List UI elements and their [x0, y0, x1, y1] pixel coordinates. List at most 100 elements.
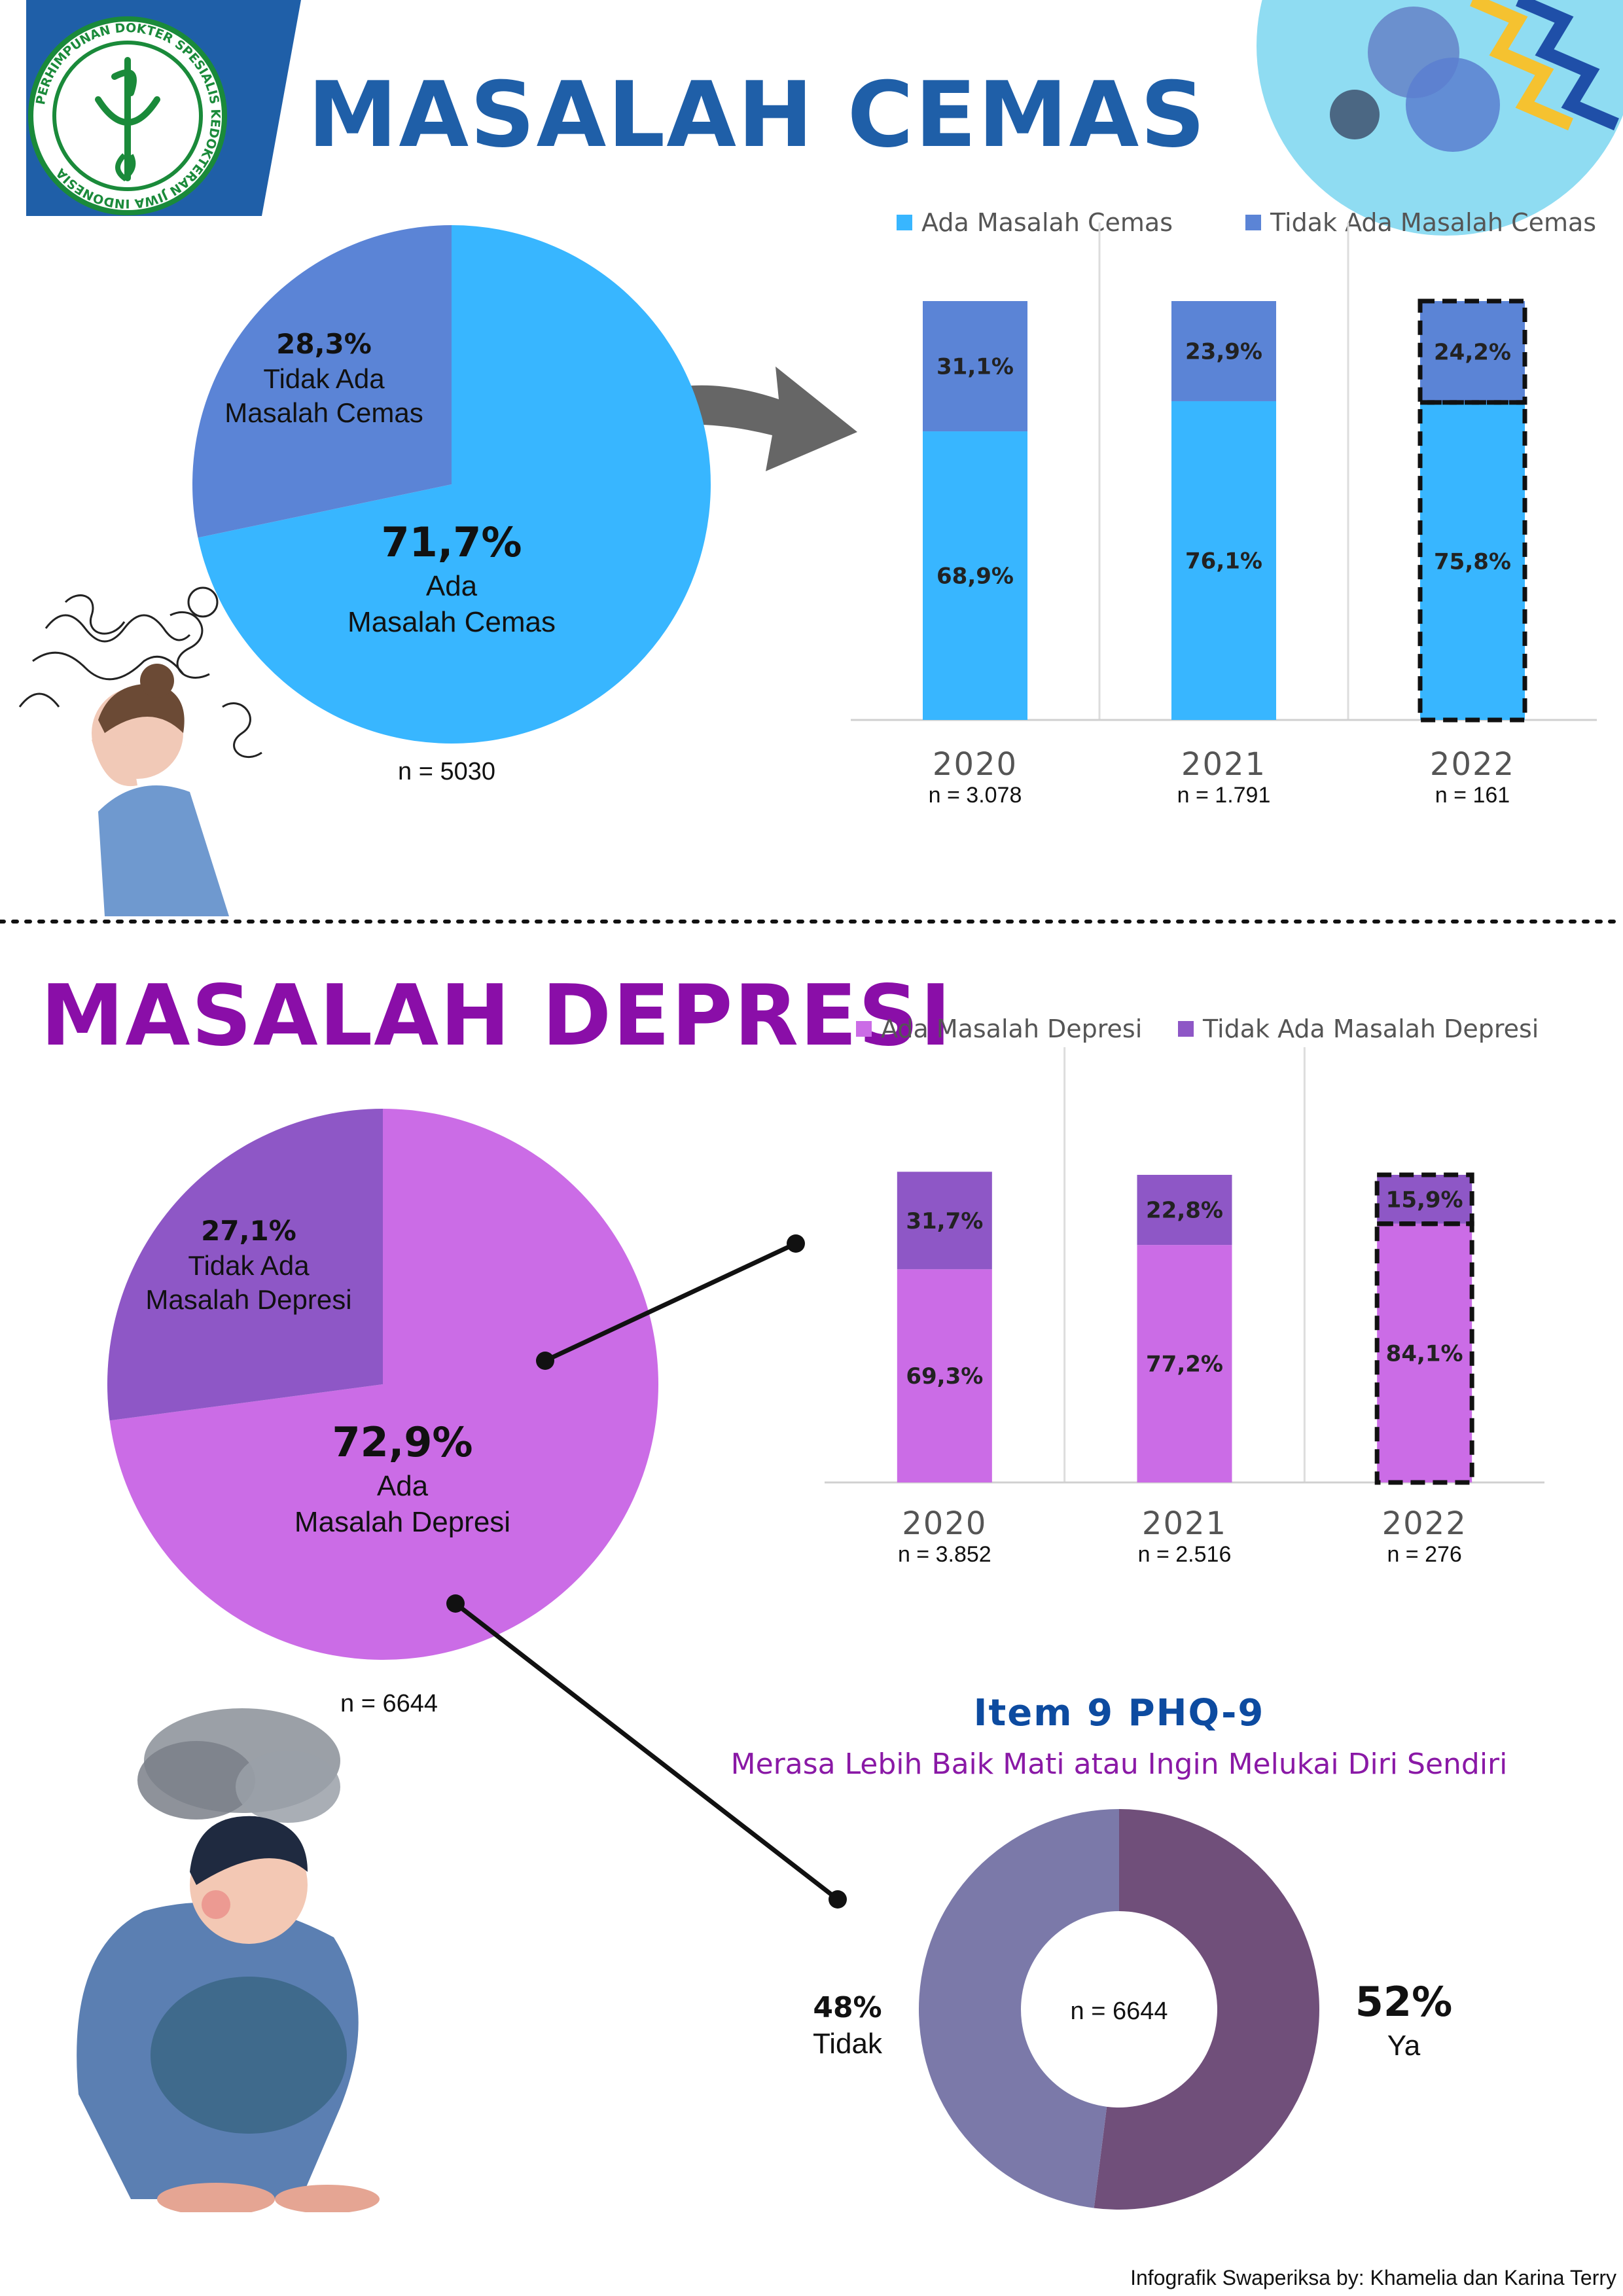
- xaxis-group-2020: 2020 n = 3.078: [851, 746, 1099, 808]
- bar-ada-2020: [897, 1269, 992, 1482]
- xaxis-year-label: 2022: [1429, 746, 1516, 783]
- pie-slice-ada-masalah-depresi: [109, 1109, 658, 1660]
- legend-swatch: [1245, 215, 1261, 230]
- cemas-pie-tidak-label: 28,3% Tidak Ada Masalah Cemas: [193, 327, 455, 431]
- xaxis-year-label: 2020: [932, 746, 1018, 783]
- bar-tidak-2020: [897, 1172, 992, 1270]
- depresi-ada-line1: Ada: [376, 1469, 429, 1502]
- bar-ada-2022: [1377, 1223, 1472, 1482]
- phq-title: Item 9 PHQ-9: [973, 1692, 1265, 1734]
- cemas-legend-tidak: Tidak Ada Masalah Cemas: [1245, 208, 1596, 237]
- cemas-ada-line1: Ada: [425, 569, 478, 602]
- legend-label: Ada Masalah Cemas: [921, 208, 1173, 237]
- person-feet: [157, 2183, 275, 2212]
- bar-label-ada-2020: 69,3%: [906, 1363, 983, 1390]
- phq-center-label: n = 6644: [1070, 1998, 1168, 2025]
- depresi-legend-ada: Ada Masalah Depresi: [856, 1014, 1142, 1043]
- depresi-ada-pct: 72,9%: [332, 1418, 473, 1466]
- phq-ya-text: Ya: [1387, 2029, 1421, 2062]
- phq-ya-label: 52% Ya: [1315, 1977, 1492, 2064]
- bar-tidak-2020: [923, 301, 1027, 432]
- curved-arrow-icon: [576, 367, 857, 471]
- xaxis-year-label: 2020: [902, 1505, 988, 1542]
- bar-tidak-2021: [1137, 1175, 1232, 1246]
- cemas-legend-ada: Ada Masalah Cemas: [897, 208, 1173, 237]
- cemas-title: MASALAH CEMAS: [308, 62, 1207, 168]
- highlight-outline: [1374, 1221, 1474, 1485]
- pie-slice-ada-masalah-cemas: [198, 225, 711, 744]
- bar-label-ada-2022: 84,1%: [1386, 1340, 1463, 1367]
- highlight-outline: [1418, 400, 1527, 723]
- person-legs: [151, 1977, 347, 2134]
- psdkji-logo: PERHIMPUNAN DOKTER SPESIALIS KEDOKTERAN …: [28, 16, 227, 215]
- cemas-bar-xaxis: 2020 n = 3.078 2021 n = 1.791 2022 n = 161: [851, 746, 1623, 838]
- xaxis-group-2021: 2021 n = 1.791: [1099, 746, 1348, 808]
- xaxis-group-2022: 2022 n = 276: [1304, 1505, 1544, 1568]
- cemas-pie-chart: [192, 224, 711, 744]
- depresi-legend-tidak: Tidak Ada Masalah Depresi: [1178, 1014, 1539, 1043]
- bar-label-tidak-2022: 24,2%: [1434, 339, 1511, 365]
- depresi-pie-ada-label: 72,9% Ada Masalah Depresi: [272, 1417, 533, 1540]
- xaxis-n-label: n = 3.078: [928, 783, 1022, 808]
- pie-slice-ya: [1094, 1809, 1319, 2210]
- xaxis-n-label: n = 1.791: [1177, 783, 1271, 808]
- xaxis-n-label: n = 276: [1387, 1542, 1462, 1567]
- depresi-pie-chart: [107, 1109, 658, 1660]
- footer-credit: Infografik Swaperiksa by: Khamelia dan K…: [1130, 2266, 1616, 2289]
- bar-label-tidak-2020: 31,7%: [906, 1208, 983, 1234]
- bar-label-ada-2021: 76,1%: [1185, 548, 1262, 574]
- phq-tidak-text: Tidak: [813, 2028, 882, 2060]
- depresi-pie-tidak-label: 27,1% Tidak Ada Masalah Depresi: [118, 1214, 380, 1318]
- pie-slice-tidak-ada-masalah-cemas: [192, 224, 452, 538]
- cemas-pie-n: n = 5030: [398, 758, 495, 785]
- xaxis-group-2021: 2021 n = 2.516: [1065, 1505, 1305, 1568]
- bar-label-tidak-2020: 31,1%: [936, 354, 1014, 380]
- cemas-tidak-pct: 28,3%: [276, 328, 372, 360]
- xaxis-year-label: 2021: [1141, 1505, 1228, 1542]
- bar-label-ada-2022: 75,8%: [1434, 548, 1511, 575]
- depresi-pie-n: n = 6644: [340, 1690, 438, 1717]
- xaxis-n-label: n = 3.852: [897, 1542, 991, 1567]
- cemas-ada-line2: Masalah Cemas: [348, 605, 556, 638]
- depresi-ada-line2: Masalah Depresi: [294, 1505, 511, 1538]
- bar-label-tidak-2021: 22,8%: [1146, 1198, 1223, 1224]
- depresi-title: MASALAH DEPRESI: [41, 967, 953, 1065]
- sad-person-illustration: [77, 1708, 380, 2212]
- bar-label-ada-2020: 68,9%: [936, 564, 1014, 590]
- phq-subtitle: Merasa Lebih Baik Mati atau Ingin Meluka…: [730, 1748, 1508, 1781]
- depresi-tidak-line1: Tidak Ada: [188, 1249, 310, 1281]
- person-body: [98, 785, 229, 916]
- legend-label: Ada Masalah Depresi: [881, 1014, 1143, 1043]
- deco-circle: [1330, 90, 1380, 139]
- person-hair: [190, 1816, 308, 1885]
- bar-ada-2022: [1420, 402, 1525, 720]
- phq-tidak-pct: 48%: [813, 1991, 882, 2024]
- legend-swatch: [856, 1021, 872, 1037]
- xaxis-year-label: 2022: [1382, 1505, 1467, 1542]
- bar-label-tidak-2021: 23,9%: [1185, 338, 1262, 365]
- bar-label-tidak-2022: 15,9%: [1386, 1187, 1463, 1213]
- legend-label: Tidak Ada Masalah Cemas: [1270, 208, 1597, 237]
- bar-label-ada-2021: 77,2%: [1146, 1352, 1223, 1378]
- bar-ada-2021: [1137, 1245, 1232, 1482]
- depresi-bar-chart: 69,3% 31,7% 77,2% 22,8% 84,1% 15,9%: [825, 1047, 1544, 1485]
- bar-tidak-2022: [1420, 301, 1525, 403]
- xaxis-group-2020: 2020 n = 3.852: [825, 1505, 1065, 1568]
- depresi-tidak-line2: Masalah Depresi: [145, 1284, 352, 1315]
- depresi-bar-xaxis: 2020 n = 3.852 2021 n = 2.516 2022 n = 276: [818, 1505, 1551, 1584]
- xaxis-n-label: n = 161: [1435, 783, 1510, 808]
- anxious-person-illustration: [18, 586, 262, 916]
- bar-tidak-2022: [1377, 1175, 1472, 1224]
- xaxis-n-label: n = 2.516: [1137, 1542, 1232, 1567]
- cemas-pie-ada-label: 71,7% Ada Masalah Cemas: [321, 517, 582, 640]
- depresi-tidak-pct: 27,1%: [201, 1215, 296, 1247]
- cemas-bar-chart: 68,9% 31,1% 76,1% 23,9% 75,8% 24,2%: [851, 223, 1597, 723]
- deco-zigzag: [1470, 0, 1573, 131]
- cemas-tidak-line2: Masalah Cemas: [224, 397, 423, 428]
- legend-label: Tidak Ada Masalah Depresi: [1203, 1014, 1539, 1043]
- cemas-tidak-line1: Tidak Ada: [263, 363, 385, 394]
- pie-slice-tidak-ada-masalah-depresi: [107, 1109, 383, 1421]
- xaxis-group-2022: 2022 n = 161: [1348, 746, 1597, 808]
- bar-tidak-2021: [1171, 301, 1276, 401]
- phq-ya-pct: 52%: [1355, 1978, 1453, 2026]
